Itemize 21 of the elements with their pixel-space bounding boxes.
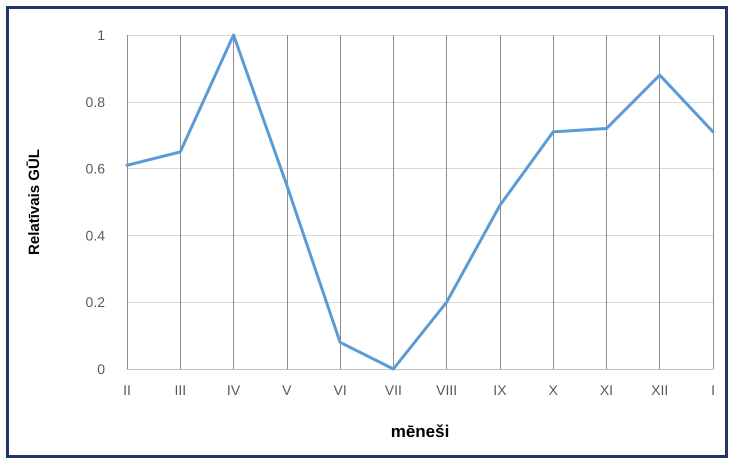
y-tick-label: 0 [97,361,106,377]
x-tick-label: V [282,382,292,398]
y-tick-label: 1 [97,27,106,43]
y-tick-label: 0.6 [86,160,106,177]
x-tick-label: IV [226,382,241,398]
x-tick-label: VIII [436,382,458,398]
x-tick-label: I [711,382,715,398]
x-tick-label: VI [333,382,347,398]
x-tick-label: X [548,382,559,398]
x-tick-label: VII [384,382,402,398]
x-tick-label: XI [600,382,614,398]
x-tick-label: III [174,382,186,398]
line-series [126,34,714,370]
x-tick-label: IX [493,382,508,398]
y-axis-title: Relatīvais GŪL [26,149,43,255]
x-axis-title: mēneši [390,422,450,441]
y-tick-label: 0.8 [86,94,106,110]
y-tick-label: 0.2 [86,294,106,310]
y-tick-label: 0.4 [86,227,106,244]
x-tick-label: XII [651,382,668,398]
x-tick-label: II [123,382,131,398]
